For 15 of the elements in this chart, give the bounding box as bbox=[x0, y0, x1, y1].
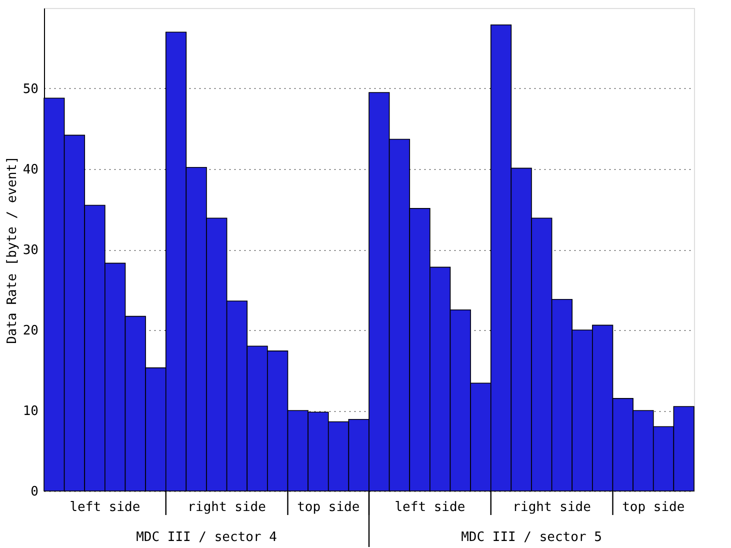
text: MDC III / sector 5 bbox=[461, 530, 602, 545]
text: MDC III / sector 4 bbox=[136, 530, 278, 545]
y-tick-label: 50 bbox=[22, 82, 38, 97]
text: top side bbox=[622, 500, 685, 515]
y-axis-title: Data Rate [byte / event] bbox=[4, 156, 20, 344]
y-tick-label: 0 bbox=[30, 484, 38, 500]
y-tick-label: 40 bbox=[22, 162, 38, 178]
text: left side bbox=[394, 500, 466, 515]
y-tick-label: 30 bbox=[22, 243, 38, 258]
text: right side bbox=[188, 500, 266, 515]
text: top side bbox=[297, 500, 360, 515]
text: left side bbox=[70, 500, 140, 515]
y-tick-label: 10 bbox=[22, 404, 38, 419]
y-tick-label: 20 bbox=[22, 324, 38, 338]
text: right side bbox=[512, 500, 592, 515]
